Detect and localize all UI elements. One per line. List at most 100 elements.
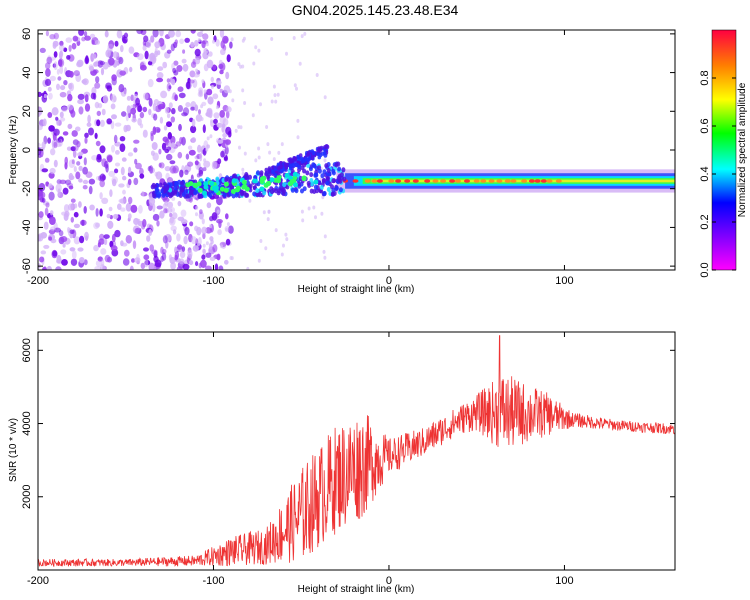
noise-speck [162,235,168,244]
noise-speck [57,76,62,81]
noise-speck [120,207,126,212]
noise-speck [59,65,64,75]
noise-speck [144,258,149,268]
noise-speck [71,159,75,165]
signal-core-dash [540,179,547,183]
noise-speck [298,61,302,66]
noise-speck [211,160,217,170]
noise-speck [182,49,186,54]
noise-speck [158,148,162,155]
noise-speck [83,157,87,166]
noise-speck [166,49,172,54]
noise-speck [71,130,78,137]
noise-speck [84,132,89,138]
snr-frame [37,331,676,571]
noise-speck [213,112,220,119]
noise-speck [71,250,77,260]
noise-speck [266,217,270,222]
noise-speck [259,102,262,107]
noise-speck [47,112,53,118]
signal-cluster-dot [338,187,343,193]
noise-speck [118,56,124,65]
y-tick-label: -20 [21,181,33,197]
spectrogram-x-axis-title: Height of straight line (km) [298,284,415,295]
noise-speck [49,216,56,225]
noise-speck [224,146,229,155]
noise-speck [149,167,155,174]
noise-speck [107,43,114,50]
noise-speck [205,252,212,258]
noise-speck [56,254,62,264]
noise-speck [136,30,144,35]
signal-core-dash [440,179,447,183]
noise-speck [150,132,154,142]
noise-speck [53,61,58,71]
spectrogram-y-axis-title: Frequency (Hz) [8,116,19,185]
noise-speck [110,120,115,130]
noise-speck [143,35,149,43]
noise-speck [193,73,200,78]
noise-speck [164,166,171,172]
noise-speck [73,236,81,245]
noise-speck [38,182,46,192]
noise-speck [114,40,119,47]
noise-speck [163,208,168,214]
noise-speck [45,30,50,37]
noise-speck [160,246,164,254]
noise-speck [110,94,117,103]
noise-speck [131,258,135,263]
noise-speck [198,109,201,115]
noise-speck [201,226,208,235]
noise-speck [254,158,258,163]
noise-speck [143,247,149,252]
noise-speck [226,54,231,63]
noise-speck [148,197,156,206]
noise-speck [212,244,218,253]
noise-speck [84,94,89,103]
noise-speck [106,118,112,125]
noise-speck [137,105,143,113]
noise-speck [226,222,230,227]
noise-speck [59,179,67,185]
noise-speck [152,126,157,135]
noise-speck [39,47,46,54]
noise-speck [128,196,133,205]
noise-speck [53,51,58,58]
noise-speck [194,48,201,57]
noise-speck [154,259,162,268]
noise-speck [314,215,317,220]
noise-speck [99,264,106,270]
colorbar: 0.0 0.2 0.4 0.6 0.8 Normalized spectral ampl… [699,29,748,278]
noise-speck [195,68,199,73]
noise-speck [60,85,66,91]
noise-speck [57,188,61,197]
noise-speck [238,145,241,150]
signal-cluster-dot [312,163,317,169]
noise-speck [102,95,109,104]
noise-speck [76,140,81,148]
signal-cluster-dot [331,178,336,184]
rising-branch-dot [315,151,320,156]
noise-speck [202,232,206,240]
noise-speck [282,243,285,248]
signal-cluster-dot [255,188,260,194]
noise-speck [63,80,68,86]
noise-speck [111,144,115,153]
signal-cluster-peak [289,178,295,184]
noise-speck [168,85,172,90]
noise-speck [153,113,158,121]
noise-speck [229,41,233,49]
noise-speck [56,83,60,91]
signal-cluster-peak [219,186,225,192]
noise-speck [164,233,172,242]
noise-speck [78,165,83,171]
noise-speck [157,66,164,71]
noise-speck [43,244,50,249]
signal-cluster-dot [326,187,331,192]
noise-speck [272,157,276,162]
noise-speck [206,88,213,96]
signal-cluster-dot [326,168,331,173]
noise-speck [52,63,57,68]
noise-speck [205,147,209,152]
noise-speck [122,36,128,44]
